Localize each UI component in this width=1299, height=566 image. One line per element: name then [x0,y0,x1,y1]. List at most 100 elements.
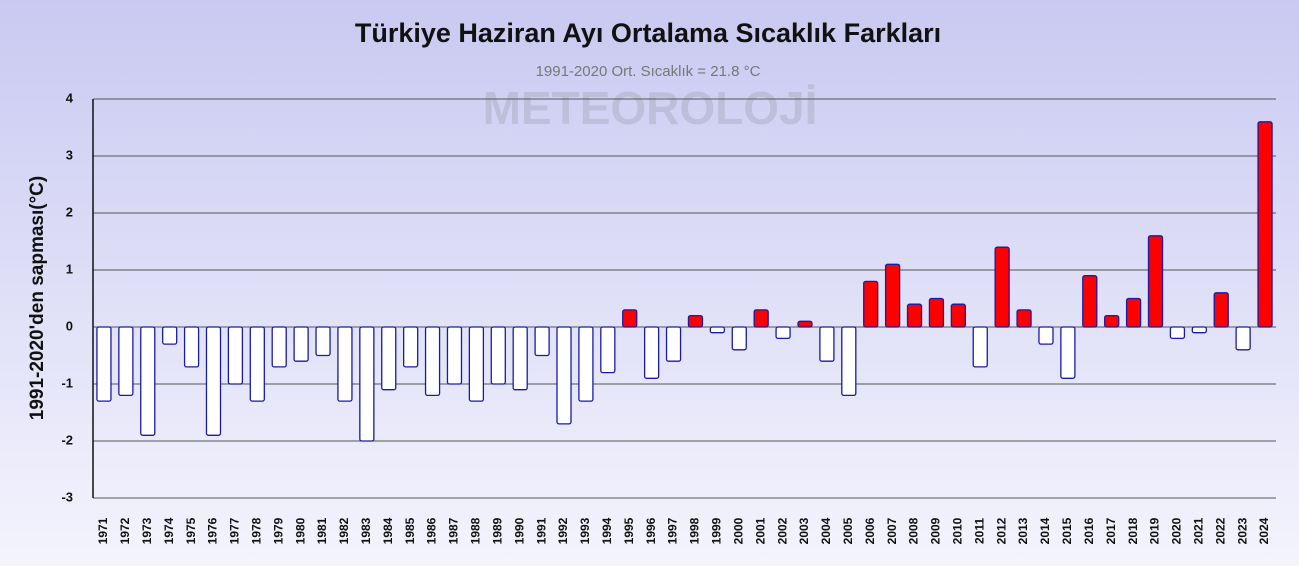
bar [819,326,835,362]
bar [315,326,331,357]
x-tick-label: 2010 [951,517,965,544]
bar [775,326,791,340]
x-tick-label: 1980 [293,517,307,544]
y-tick-label: 4 [66,90,74,105]
bar [578,326,594,402]
chart-subtitle: 1991-2020 Ort. Sıcaklık = 21.8 °C [536,63,761,80]
bar [753,309,769,328]
x-tick-label: 1996 [644,517,658,544]
watermark: METEOROLOJİ [483,82,818,134]
x-tick-label: 2002 [775,517,789,544]
x-tick-label: 1998 [688,517,702,544]
x-tick-label: 1973 [140,517,154,544]
x-tick-label: 1975 [184,517,198,544]
x-tick-label: 2020 [1170,517,1184,544]
bar [709,326,726,334]
bar [797,320,813,328]
bar [424,326,441,397]
bar [1016,309,1032,328]
bar [512,326,528,391]
x-tick-label: 2007 [885,517,899,544]
bar [227,326,244,385]
bar [381,326,397,391]
bar [359,326,375,442]
bar [402,326,419,368]
bar [1147,235,1164,328]
x-tick-label: 1974 [162,517,176,544]
x-tick-label: 1999 [710,517,724,544]
x-tick-label: 2003 [797,517,811,544]
bar [140,326,156,436]
bar [906,303,923,328]
x-tick-label: 1990 [512,517,526,544]
x-tick-label: 2016 [1082,517,1096,544]
bar [337,326,353,402]
x-tick-label: 1971 [96,517,110,544]
bar [600,326,616,374]
x-tick-label: 1993 [578,517,592,544]
x-tick-label: 1991 [534,517,548,544]
x-tick-label: 1989 [490,517,504,544]
bar [863,280,879,328]
bar [249,326,265,402]
x-tick-label: 1978 [249,517,263,544]
bar [972,326,988,368]
x-tick-label: 1984 [381,517,395,544]
y-tick-label: -2 [61,432,73,447]
bar [1169,326,1186,340]
y-tick-label: -3 [61,489,73,504]
bar [928,297,945,328]
x-tick-label: 2024 [1257,517,1271,544]
bar [205,326,222,436]
x-tick-label: 2006 [863,517,877,544]
bar [183,326,200,368]
chart-title: Türkiye Haziran Ayı Ortalama Sıcaklık Fa… [355,18,941,48]
x-tick-label: 2009 [929,517,943,544]
x-tick-label: 2011 [972,518,986,544]
y-tick-label: 0 [66,318,73,333]
bar [1060,326,1076,379]
bar [556,326,572,425]
y-tick-label: 1 [66,261,73,276]
x-tick-label: 1972 [118,517,132,544]
x-tick-label: 2012 [994,517,1008,544]
x-tick-label: 1976 [206,517,220,544]
bar [884,263,901,328]
x-tick-label: 2015 [1060,517,1074,544]
x-tick-label: 2018 [1126,517,1140,544]
y-tick-label: 2 [66,204,73,219]
bar [1104,314,1120,328]
bar [1213,292,1229,328]
bar [1125,297,1142,328]
x-tick-label: 2017 [1104,517,1118,544]
x-tick-label: 2021 [1191,517,1205,544]
bar [731,326,747,351]
x-tick-label: 2013 [1016,517,1030,544]
bar [994,246,1010,328]
bar [468,326,485,402]
bar [162,326,178,345]
x-tick-label: 2008 [907,517,921,544]
bar [1038,326,1054,345]
bar [687,314,704,328]
x-tick-label: 1992 [556,517,570,544]
x-tick-label: 1982 [337,517,351,544]
x-tick-label: 2022 [1213,517,1227,544]
x-tick-label: 2023 [1235,517,1249,544]
bar [446,326,463,385]
x-tick-label: 1986 [425,517,439,544]
x-tick-label: 1988 [469,517,483,544]
bar [1257,121,1273,328]
x-tick-label: 1995 [622,517,636,544]
x-tick-label: 1994 [600,517,614,544]
x-tick-label: 2005 [841,517,855,544]
x-tick-label: 1997 [666,517,680,544]
bar [841,326,857,397]
x-tick-label: 2014 [1038,517,1052,544]
bar [534,326,550,357]
y-tick-label: -1 [61,375,73,390]
bar [96,326,112,402]
bar [643,326,660,379]
bar [293,326,309,362]
